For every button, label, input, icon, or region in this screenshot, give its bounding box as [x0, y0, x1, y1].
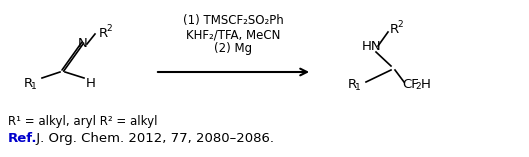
Text: 2: 2	[106, 24, 112, 33]
Text: 2: 2	[397, 20, 403, 29]
Text: Ref.: Ref.	[8, 132, 38, 145]
Text: R: R	[348, 78, 357, 91]
Text: HN: HN	[362, 40, 381, 53]
Text: N: N	[78, 37, 88, 50]
Text: R: R	[24, 77, 33, 90]
Text: CF: CF	[402, 78, 419, 91]
Text: R¹ = alkyl, aryl R² = alkyl: R¹ = alkyl, aryl R² = alkyl	[8, 115, 158, 128]
Text: H: H	[421, 78, 431, 91]
Text: R: R	[99, 27, 108, 40]
Text: 1: 1	[31, 82, 37, 91]
Text: J. Org. Chem. 2012, 77, 2080–2086.: J. Org. Chem. 2012, 77, 2080–2086.	[32, 132, 274, 145]
Text: KHF₂/TFA, MeCN: KHF₂/TFA, MeCN	[186, 28, 280, 41]
Text: 2: 2	[415, 82, 421, 91]
Text: R: R	[390, 23, 399, 36]
Text: (2) Mg: (2) Mg	[214, 42, 252, 55]
Text: 1: 1	[355, 83, 361, 92]
Text: (1) TMSCF₂SO₂Ph: (1) TMSCF₂SO₂Ph	[183, 14, 284, 27]
Text: H: H	[86, 77, 96, 90]
